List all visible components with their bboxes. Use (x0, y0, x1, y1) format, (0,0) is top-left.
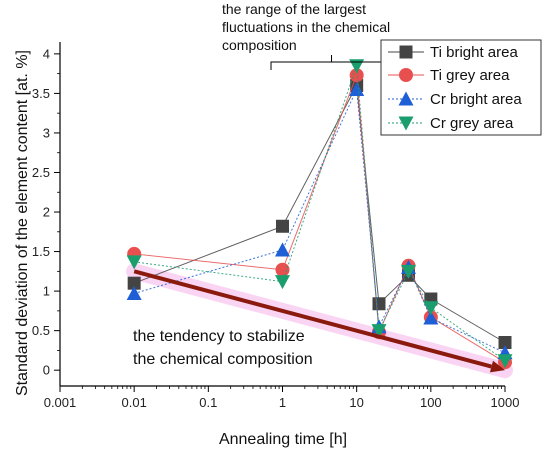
trend-arrow (133, 269, 505, 373)
legend-label-ti-grey: Ti grey area (430, 67, 510, 84)
data-point-cr-grey-area (275, 275, 290, 290)
y-tick-label: 0 (43, 363, 50, 378)
x-tick-label: 10 (349, 395, 363, 410)
data-point-cr-bright-area (349, 81, 365, 96)
fluctuation-bracket (270, 55, 393, 70)
data-point-ti-bright-area (127, 276, 141, 290)
fluctuation-annotation-line-1: the range of the largest (222, 1, 366, 17)
series-cr-grey-area (126, 59, 513, 369)
legend-marker-cr-bright-area (398, 91, 414, 106)
trend-annotation-line-2: the chemical composition (133, 351, 313, 368)
x-tick-label: 0.1 (199, 395, 217, 410)
data-point-ti-bright-area (372, 297, 386, 311)
data-point-ti-grey-area (275, 262, 290, 277)
y-tick-label: 0.5 (32, 323, 50, 338)
x-tick-label: 0.01 (122, 395, 147, 410)
y-tick-label: 1.5 (32, 244, 50, 259)
data-point-cr-grey-area (423, 301, 439, 316)
legend-marker-ti-bright-area (399, 45, 413, 59)
data-point-ti-bright-area (498, 336, 512, 350)
fluctuation-annotation-line-3: composition (222, 37, 297, 53)
data-point-cr-grey-area (497, 354, 513, 369)
y-tick-label: 1 (43, 284, 50, 299)
x-axis-title: Annealing time [h] (219, 431, 347, 448)
data-point-cr-grey-area (349, 59, 365, 74)
x-axis-ticks: 0.001 0.01 0.1 1 10 100 1000 (44, 386, 520, 410)
legend-label-cr-grey: Cr grey area (430, 115, 514, 132)
data-point-cr-grey-area (401, 264, 417, 279)
y-tick-label: 3.5 (32, 86, 50, 101)
y-axis-ticks: 0 0.5 1 1.5 2 2.5 3 3.5 4 (32, 46, 60, 378)
x-tick-label: 0.001 (44, 395, 77, 410)
legend-marker-cr-grey-area (398, 116, 414, 131)
y-tick-label: 4 (43, 46, 50, 61)
trend-arrow-head (489, 360, 505, 373)
data-point-cr-bright-area (275, 242, 290, 257)
legend-samples (388, 45, 424, 131)
legend: Ti bright area Ti grey area Cr bright ar… (380, 39, 542, 136)
y-tick-label: 2.5 (32, 165, 50, 180)
data-point-cr-grey-area (371, 324, 387, 339)
bracket-path (270, 55, 393, 70)
legend-label-ti-bright: Ti bright area (430, 44, 518, 61)
fluctuation-annotation-line-2: fluctuations in the chemical (222, 19, 390, 35)
x-tick-label: 1 (279, 395, 286, 410)
data-point-ti-bright-area (276, 219, 289, 233)
legend-label-cr-bright: Cr bright area (430, 91, 522, 108)
x-tick-label: 100 (420, 395, 442, 410)
data-point-cr-bright-area (126, 285, 142, 300)
trend-annotation-line-1: the tendency to stabilize (133, 328, 305, 345)
legend-marker-ti-grey-area (399, 68, 413, 82)
data-point-ti-grey-area (349, 68, 364, 83)
y-tick-label: 3 (43, 125, 50, 140)
data-point-cr-grey-area (126, 255, 142, 270)
trend-arrow-shaft (133, 269, 492, 369)
x-tick-label: 1000 (491, 395, 520, 410)
data-point-cr-bright-area (423, 310, 439, 325)
y-axis-title: Standard deviation of the element conten… (14, 50, 31, 396)
y-tick-label: 2 (43, 205, 50, 220)
